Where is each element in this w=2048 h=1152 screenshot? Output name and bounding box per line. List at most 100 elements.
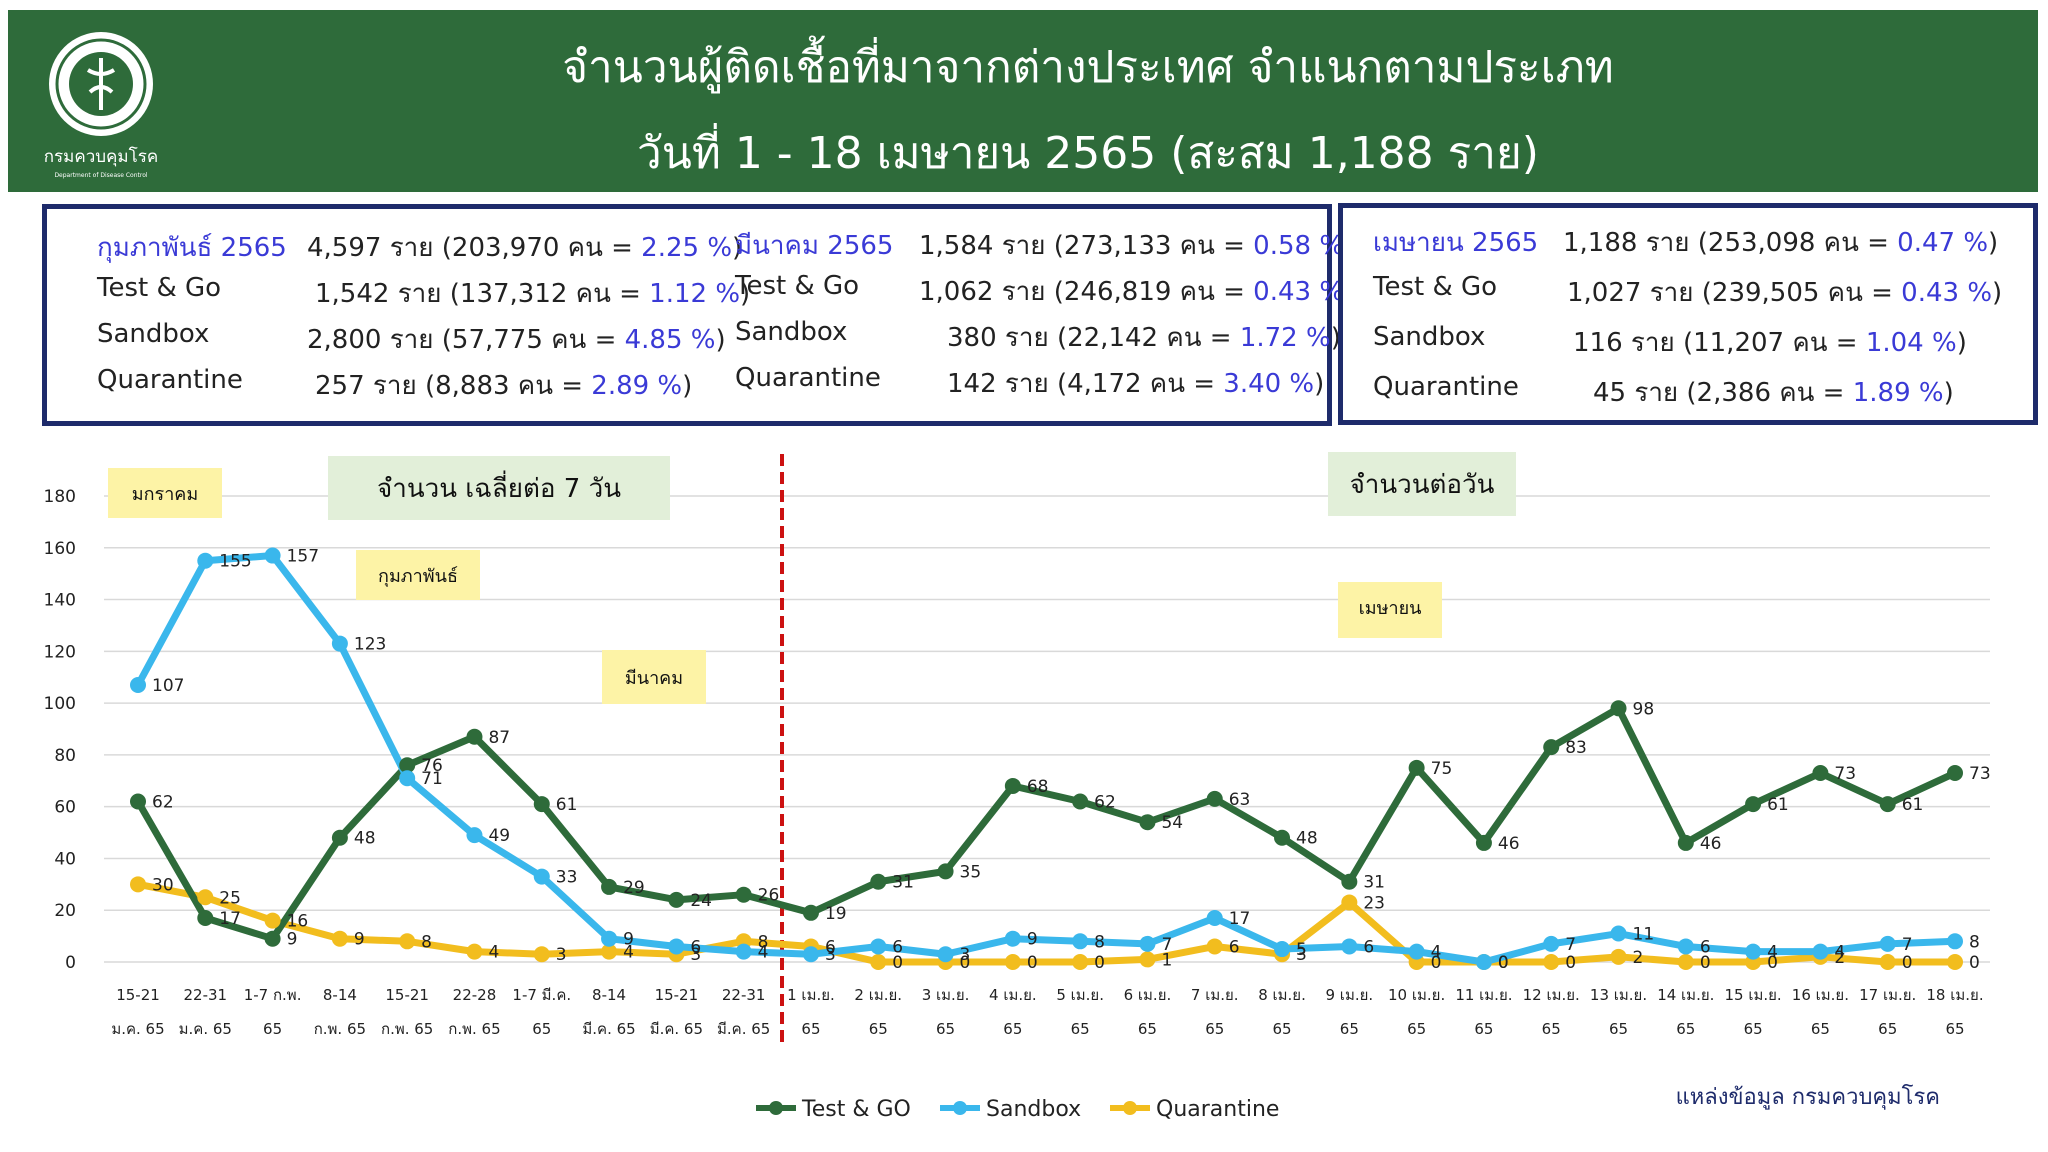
data-label: 33 (556, 868, 578, 888)
data-label: 23 (1363, 893, 1385, 913)
daily-annotation: จำนวนต่อวัน (1350, 470, 1495, 500)
data-point (1947, 954, 1963, 970)
x-tick-sublabel: ม.ค. 65 (111, 1020, 164, 1038)
data-label: 49 (488, 826, 510, 846)
data-point (130, 676, 146, 693)
feb-sandbox-count: 2,800 ราย (57,775 คน = (307, 325, 625, 355)
mar-annotation-box (602, 650, 706, 704)
data-point (802, 946, 819, 963)
data-label: 62 (152, 792, 174, 812)
data-label: 6 (1229, 937, 1240, 957)
x-tick-label: 8-14 (592, 986, 626, 1004)
mar-sandbox-value: 380 ราย (22,142 คน = 1.72 %) (947, 317, 1341, 358)
feb-testgo-count: 1,542 ราย (137,312 คน = (315, 279, 650, 309)
data-label: 123 (354, 635, 386, 655)
data-label: 4 (1767, 943, 1778, 963)
mar-quarantine-label: Quarantine (735, 363, 881, 393)
apr-sandbox-tail: ) (1956, 328, 1967, 358)
data-label: 3 (556, 945, 567, 965)
data-label: 0 (1027, 953, 1038, 973)
data-label: 0 (1700, 953, 1711, 973)
legend-label: Quarantine (1156, 1097, 1279, 1122)
data-point (1677, 954, 1694, 970)
series-line-0 (134, 704, 1957, 943)
data-label: 5 (1296, 940, 1307, 960)
x-tick-label: 1-7 ก.พ. (244, 986, 302, 1004)
apr-testgo-label: Test & Go (1373, 272, 1498, 302)
x-tick-label: 3 เม.ย. (922, 986, 970, 1004)
data-point (399, 770, 416, 787)
data-point (1274, 941, 1291, 958)
data-point (1543, 739, 1560, 756)
data-label: 48 (1296, 829, 1318, 849)
title-line-1: จำนวนผู้ติดเชื้อที่มาจากต่างประเทศ จำแนก… (562, 42, 1614, 93)
apr-total-pct: 0.47 % (1897, 228, 1989, 258)
x-tick-sublabel: ม.ค. 65 (179, 1020, 232, 1038)
feb-total-value: 4,597 ราย (203,970 คน = 2.25 %) (307, 227, 742, 268)
data-point (264, 912, 281, 929)
x-tick-label: 1-7 มี.ค. (512, 986, 571, 1004)
apr-testgo-pct: 0.43 % (1901, 278, 1993, 308)
data-label: 61 (1902, 795, 1924, 815)
data-point (1543, 954, 1560, 970)
legend-marker (953, 1101, 967, 1115)
data-point (1206, 938, 1223, 955)
apr-sandbox-pct: 1.04 % (1865, 328, 1957, 358)
data-label: 30 (152, 875, 174, 895)
x-tick-sublabel: มี.ค. 65 (717, 1020, 770, 1038)
x-tick-label: 8-14 (323, 986, 357, 1004)
logo-caption: กรมควบคุมโรค (44, 146, 159, 167)
x-tick-sublabel: 65 (1542, 1020, 1561, 1038)
x-tick-sublabel: 65 (1945, 1020, 1964, 1038)
data-point (1139, 814, 1156, 831)
data-point (870, 938, 887, 955)
feb-quarantine-tail: ) (682, 371, 693, 401)
x-tick-label: 15-21 (116, 986, 160, 1004)
data-point (466, 943, 483, 960)
data-point (197, 909, 214, 926)
data-label: 35 (960, 862, 982, 882)
apr-total-tail: ) (1988, 228, 1999, 258)
data-label: 17 (1229, 909, 1251, 929)
data-label: 19 (825, 904, 847, 924)
legend-marker (769, 1101, 783, 1115)
data-point (1408, 759, 1425, 776)
data-point (130, 876, 146, 893)
x-tick-sublabel: 65 (263, 1020, 282, 1038)
data-point (1475, 954, 1492, 970)
mar-total-pct: 0.58 % (1253, 231, 1345, 261)
legend-marker (1123, 1101, 1137, 1115)
x-tick-sublabel: 65 (1272, 1020, 1291, 1038)
data-label: 3 (690, 945, 701, 965)
mar-annotation: มีนาคม (625, 668, 683, 689)
data-point (937, 863, 954, 880)
feb-sandbox-value: 2,800 ราย (57,775 คน = 4.85 %) (307, 319, 726, 360)
feb-annotation-box (356, 550, 480, 600)
data-label: 76 (421, 756, 443, 776)
mar-total-label: มีนาคม 2565 (735, 231, 894, 261)
x-axis-labels: 15-21 ม.ค. 65 22-31 ม.ค. 65 1-7 ก.พ. 65 8-14 ก.… (111, 986, 1983, 1038)
data-label: 0 (1431, 953, 1442, 973)
mar-testgo-label: Test & Go (735, 271, 860, 301)
avg7-annotation: จำนวน เฉลี่ยต่อ 7 วัน (377, 470, 621, 504)
data-point (870, 954, 887, 970)
data-point (601, 930, 618, 947)
x-tick-label: 16 เม.ย. (1792, 986, 1849, 1004)
data-label: 7 (1565, 935, 1576, 955)
x-tick-sublabel: 65 (1407, 1020, 1426, 1038)
apr-sandbox-count: 116 ราย (11,207 คน = (1573, 328, 1866, 358)
data-point (668, 891, 685, 908)
data-point (1072, 933, 1089, 950)
x-tick-sublabel: 65 (801, 1020, 820, 1038)
mar-sandbox-label: Sandbox (735, 317, 848, 347)
apr-testgo-value: 1,027 ราย (239,505 คน = 0.43 %) (1567, 272, 2002, 313)
data-point (1879, 935, 1896, 952)
data-label: 73 (1969, 764, 1991, 784)
data-label: 0 (1969, 953, 1980, 973)
x-tick-sublabel: 65 (1003, 1020, 1022, 1038)
y-tick-label: 140 (44, 591, 76, 611)
x-tick-sublabel: 65 (869, 1020, 888, 1038)
x-tick-sublabel: มี.ค. 65 (650, 1020, 703, 1038)
data-label: 62 (1094, 792, 1116, 812)
